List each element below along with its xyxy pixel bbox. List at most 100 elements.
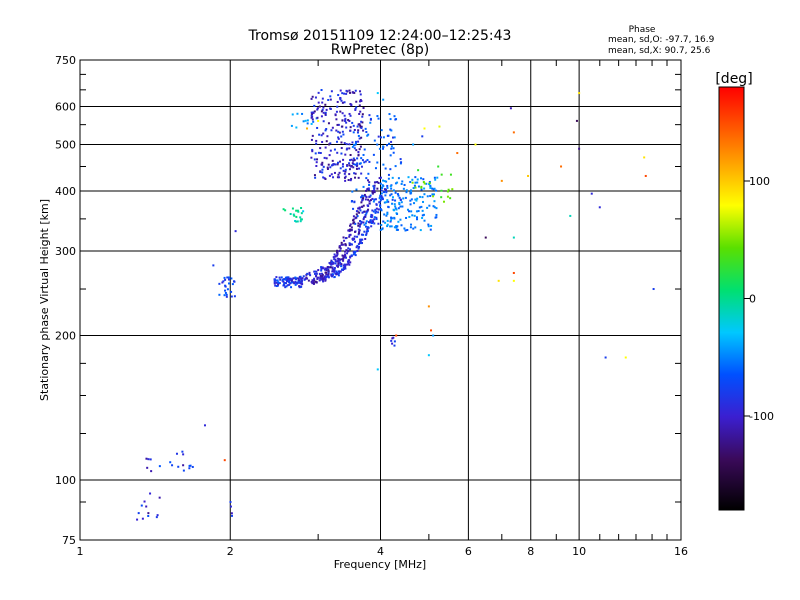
data-point: [390, 187, 393, 190]
data-point: [380, 196, 383, 199]
data-point: [372, 185, 375, 188]
data-point: [279, 278, 282, 281]
data-point: [343, 101, 346, 104]
chart-title: Tromsø 20151109 12:24:00–12:25:43: [248, 28, 512, 44]
data-point: [299, 282, 302, 285]
data-point: [350, 158, 353, 161]
data-point: [299, 216, 302, 219]
data-point: [321, 108, 324, 111]
data-point: [423, 182, 426, 185]
data-point: [169, 461, 172, 464]
data-point: [484, 236, 487, 239]
data-point: [360, 125, 363, 128]
data-point: [392, 189, 395, 192]
x-tick-label: 4: [377, 545, 384, 558]
data-point: [336, 251, 339, 254]
data-point: [384, 194, 387, 197]
data-point: [326, 166, 329, 169]
data-point: [394, 191, 397, 194]
data-point: [386, 225, 389, 228]
data-point: [334, 258, 337, 261]
data-point: [286, 277, 289, 280]
data-point: [345, 121, 348, 124]
data-point: [354, 254, 357, 257]
data-point: [405, 191, 408, 194]
data-point: [364, 160, 367, 163]
data-point: [355, 165, 358, 168]
data-point: [290, 279, 293, 282]
data-point: [379, 199, 382, 202]
data-point: [299, 285, 302, 288]
data-point: [339, 98, 342, 101]
data-point: [351, 145, 354, 148]
data-point: [274, 284, 277, 287]
data-point: [414, 186, 417, 189]
data-point: [363, 210, 366, 213]
data-point: [181, 450, 184, 453]
x-axis-label: Frequency [MHz]: [334, 558, 426, 571]
data-point: [311, 150, 314, 153]
data-point: [329, 107, 332, 110]
data-point: [364, 127, 367, 130]
data-point: [350, 200, 353, 203]
data-point: [385, 190, 388, 193]
data-point: [330, 129, 333, 132]
data-point: [386, 211, 389, 214]
data-point: [218, 293, 221, 296]
data-point: [388, 113, 391, 116]
data-point: [400, 224, 403, 227]
data-point: [358, 148, 361, 151]
data-point: [147, 512, 150, 515]
data-point: [338, 249, 341, 252]
data-point: [351, 141, 354, 144]
data-point: [428, 183, 431, 186]
data-point: [224, 278, 227, 281]
data-point: [282, 208, 285, 211]
data-point: [359, 162, 362, 165]
data-point: [382, 136, 385, 139]
data-point: [327, 122, 330, 125]
data-point: [412, 187, 415, 190]
data-point: [316, 107, 319, 110]
data-point: [289, 282, 292, 285]
data-point: [373, 181, 376, 184]
data-point: [297, 281, 300, 284]
data-point: [383, 201, 386, 204]
x-tick-label: 6: [465, 545, 472, 558]
data-point: [389, 118, 392, 121]
data-point: [302, 120, 305, 123]
data-point: [348, 147, 351, 150]
data-point: [386, 186, 389, 189]
data-point: [392, 136, 395, 139]
data-point: [357, 246, 360, 249]
data-point: [332, 176, 335, 179]
data-point: [376, 115, 379, 118]
data-point: [343, 172, 346, 175]
data-point: [376, 180, 379, 183]
data-point: [404, 196, 407, 199]
data-point: [396, 228, 399, 231]
data-point: [349, 129, 352, 132]
data-point: [402, 187, 405, 190]
y-tick-label: 300: [55, 245, 76, 258]
data-point: [349, 223, 352, 226]
data-point: [363, 223, 366, 226]
data-point: [345, 89, 348, 92]
data-point: [414, 226, 417, 229]
data-point: [389, 220, 392, 223]
data-point: [324, 267, 327, 270]
data-point: [334, 260, 337, 263]
data-point: [146, 466, 149, 469]
data-point: [351, 190, 354, 193]
data-point: [385, 188, 388, 191]
data-point: [352, 144, 355, 147]
data-point: [342, 259, 345, 262]
data-point: [358, 112, 361, 115]
data-point: [449, 197, 452, 200]
data-point: [141, 517, 144, 520]
data-point: [342, 158, 345, 161]
data-point: [400, 161, 403, 164]
data-point: [366, 228, 369, 231]
data-point: [306, 127, 309, 130]
data-point: [413, 202, 416, 205]
